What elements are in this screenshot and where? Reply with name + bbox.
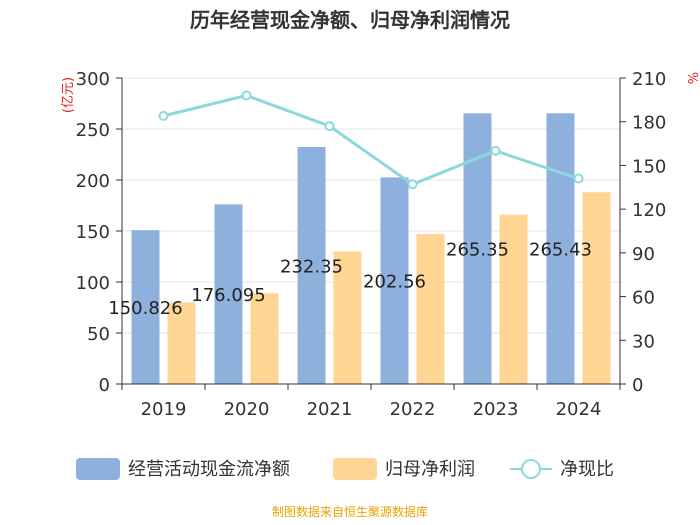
x-tick-label: 2022 [390,399,436,420]
right-tick-label: 180 [632,113,666,134]
right-tick-label: 210 [632,69,666,90]
x-tick-label: 2020 [224,399,270,420]
cash-ratio-point [158,110,169,121]
x-tick-label: 2019 [141,399,187,420]
bar-net-profit [167,302,196,384]
bar-net-profit [250,293,279,384]
left-tick-label: 50 [87,324,110,345]
bar-data-label: 150.826 [108,298,182,319]
bar-operating-cashflow [214,204,243,384]
legend-label-net-profit: 归母净利润 [385,459,475,480]
x-tick-label: 2023 [473,399,519,420]
right-tick-label: 60 [632,288,655,309]
bar-operating-cashflow [297,147,326,384]
x-tick-label: 2024 [556,399,602,420]
bar-data-label: 265.35 [446,240,509,261]
bar-series [131,113,611,384]
bar-data-label: 176.095 [191,285,265,306]
bar-net-profit [333,251,362,384]
cash-ratio-point [241,90,252,101]
line-series [158,90,584,190]
left-tick-label: 250 [76,120,110,141]
cash-ratio-line [163,93,579,187]
bar-data-label: 265.43 [529,240,592,261]
cash-ratio-point [407,179,418,190]
right-tick-label: 150 [632,156,666,177]
left-tick-label: 200 [76,171,110,192]
legend: 经营活动现金流净额 归母净利润 净现比 [76,458,614,480]
left-tick-label: 100 [76,273,110,294]
x-tick-label: 2021 [307,399,353,420]
chart-title: 历年经营现金净额、归母净利润情况 [190,8,510,32]
grid-lines [122,77,620,385]
bar-operating-cashflow [131,230,160,384]
bar-data-label: 202.56 [363,272,426,293]
bar-operating-cashflow [546,113,575,384]
legend-marker-cash-ratio [521,459,541,479]
right-axis-label: % [684,72,699,84]
bar-net-profit [499,214,528,384]
right-tick-label: 90 [632,244,655,265]
bar-net-profit [582,192,611,384]
source-note: 制图数据来自恒生聚源数据库 [272,504,428,519]
bar-operating-cashflow [380,177,409,384]
cash-ratio-point [490,145,501,156]
legend-swatch-net-profit [333,458,377,480]
legend-label-cash-ratio: 净现比 [560,459,614,480]
cash-ratio-point [324,121,335,132]
cash-ratio-point [573,173,584,184]
right-tick-label: 120 [632,200,666,221]
x-axis: 2019 2020 2021 2022 2023 2024 [121,383,621,420]
bar-data-label: 232.35 [280,257,343,278]
bar-net-profit [416,234,445,384]
legend-swatch-operating-cashflow [76,458,120,480]
right-tick-label: 30 [632,331,655,352]
right-axis: 0 30 60 90 120 150 180 210 [619,69,666,396]
legend-label-operating-cashflow: 经营活动现金流净额 [128,459,290,480]
left-tick-label: 300 [76,69,110,90]
left-tick-label: 150 [76,222,110,243]
left-axis: 0 50 100 150 200 250 300 [76,69,123,396]
right-tick-label: 0 [632,375,643,396]
left-axis-label: (亿元) [61,77,76,113]
left-tick-label: 0 [99,375,110,396]
bar-data-labels: 150.826 176.095 232.35 202.56 265.35 265.43 [108,240,592,319]
